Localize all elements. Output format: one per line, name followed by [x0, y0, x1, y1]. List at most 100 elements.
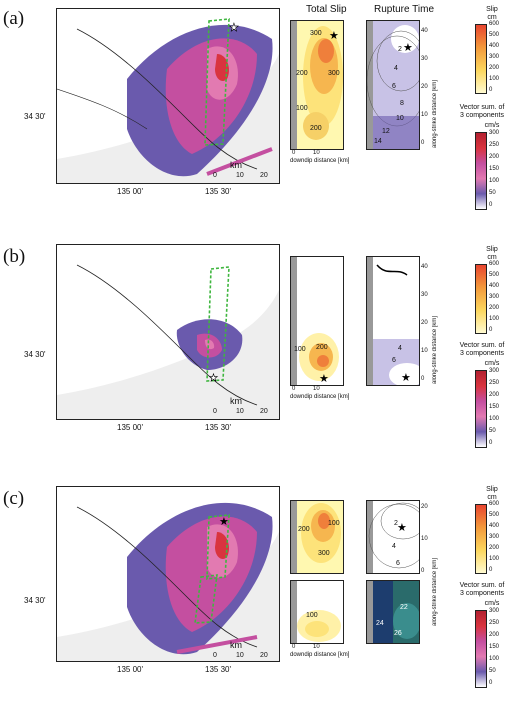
slip-colorbar-tick: 500	[489, 32, 500, 38]
slip-colorbar-tick: 400	[489, 523, 500, 529]
slip-colorbar-tick: 100	[489, 76, 500, 82]
y-tick: 40	[421, 28, 428, 34]
downdip-axis-label-a: downdip distance [km]	[290, 158, 350, 164]
slip-colorbar-tick: 0	[489, 87, 493, 93]
rupture-contour-label: 24	[376, 620, 384, 627]
panel-label-b: (b)	[3, 246, 26, 267]
scale-unit-c: km	[230, 640, 242, 650]
svg-text:★: ★	[209, 373, 218, 384]
slip-colorbar-tick: 300	[489, 534, 500, 540]
rupture-contour-label: 6	[396, 560, 400, 567]
vector-colorbar-tick: 150	[489, 644, 500, 650]
lon-label-c-right: 135 30'	[205, 665, 231, 674]
slip-contour-label: 200	[316, 344, 328, 351]
slip-colorbar-title: Slip	[486, 246, 498, 253]
slip-colorbar-tick: 400	[489, 43, 500, 49]
vector-colorbar-title: Vector sum. of 3 components	[459, 342, 505, 357]
vector-colorbar-tick: 0	[489, 202, 493, 208]
slip-colorbar-unit: cm	[487, 254, 497, 261]
total-slip-plot-a: ★	[290, 20, 344, 150]
vector-colorbar-tick: 150	[489, 166, 500, 172]
scale-unit-b: km	[230, 396, 242, 406]
scale-tick: 20	[260, 172, 268, 179]
vector-colorbar-tick: 300	[489, 130, 500, 136]
rupture-time-plot-b: ★	[366, 256, 420, 386]
slip-colorbar-tick: 100	[489, 556, 500, 562]
slip-colorbar-tick: 600	[489, 501, 500, 507]
vector-colorbar-unit: cm/s	[484, 122, 500, 129]
x-tick: 10	[313, 644, 320, 650]
scale-tick: 20	[260, 408, 268, 415]
rupture-contour-label: 4	[392, 543, 396, 550]
vector-colorbar-tick: 100	[489, 656, 500, 662]
vector-colorbar-tick: 300	[489, 368, 500, 374]
vector-colorbar	[475, 610, 487, 688]
rupture-contour-label: 6	[392, 83, 396, 90]
rupture-contour-label: 2	[394, 520, 398, 527]
intensity-map-b: ★	[56, 244, 280, 420]
slip-colorbar-tick: 100	[489, 316, 500, 322]
x-tick: 0	[292, 386, 296, 392]
lat-label-c: 34 30'	[24, 596, 46, 605]
svg-text:★: ★	[319, 373, 329, 385]
rupture-time-plot-c-lower	[366, 580, 420, 644]
y-tick: 10	[421, 112, 428, 118]
slip-colorbar-tick: 500	[489, 512, 500, 518]
panel-label-c: (c)	[3, 488, 25, 509]
y-tick: 0	[421, 568, 425, 574]
total-slip-header: Total Slip	[306, 4, 347, 15]
scale-unit-a: km	[230, 160, 242, 170]
slip-colorbar-title: Slip	[486, 6, 498, 13]
slip-colorbar-tick: 300	[489, 294, 500, 300]
downdip-axis-label-c: downdip distance [km]	[290, 652, 350, 658]
y-tick: 10	[421, 536, 428, 542]
slip-colorbar-unit: cm	[487, 14, 497, 21]
svg-text:★: ★	[403, 42, 413, 54]
slip-contour-label: 100	[296, 105, 308, 112]
svg-text:★: ★	[401, 372, 411, 384]
slip-colorbar-unit: cm	[487, 494, 497, 501]
svg-text:★: ★	[219, 516, 229, 528]
slip-colorbar	[475, 504, 487, 574]
y-tick: 20	[421, 504, 428, 510]
scale-tick: 10	[236, 408, 244, 415]
vector-colorbar	[475, 370, 487, 448]
lat-label-a: 34 30'	[24, 112, 46, 121]
scale-tick: 0	[213, 172, 217, 179]
scale-tick: 0	[213, 652, 217, 659]
lon-label-a-left: 135 00'	[117, 187, 143, 196]
lat-label-b: 34 30'	[24, 350, 46, 359]
vector-colorbar-unit: cm/s	[484, 600, 500, 607]
vector-colorbar-unit: cm/s	[484, 360, 500, 367]
along-strike-axis-label-c: along-strike distance [km]	[432, 557, 438, 626]
along-strike-axis-label-a: along-strike distance [km]	[432, 79, 438, 148]
rupture-contour-label: 22	[400, 604, 408, 611]
y-tick: 0	[421, 140, 425, 146]
slip-colorbar-tick: 600	[489, 21, 500, 27]
y-tick: 20	[421, 84, 428, 90]
vector-colorbar-tick: 250	[489, 380, 500, 386]
vector-colorbar-title: Vector sum. of 3 components	[459, 104, 505, 119]
y-tick: 20	[421, 320, 428, 326]
vector-colorbar-tick: 200	[489, 392, 500, 398]
vector-colorbar-tick: 200	[489, 632, 500, 638]
scale-tick: 10	[236, 172, 244, 179]
intensity-map-c: ★	[56, 486, 280, 662]
lon-label-a-right: 135 30'	[205, 187, 231, 196]
slip-colorbar-tick: 200	[489, 545, 500, 551]
x-tick: 10	[313, 386, 320, 392]
slip-colorbar-tick: 300	[489, 54, 500, 60]
intensity-map-a: ★	[56, 8, 280, 184]
rupture-contour-label: 6	[392, 357, 396, 364]
vector-colorbar-tick: 250	[489, 142, 500, 148]
total-slip-plot-c-upper	[290, 500, 344, 574]
y-tick: 40	[421, 264, 428, 270]
vector-colorbar-tick: 200	[489, 154, 500, 160]
rupture-time-header: Rupture Time	[374, 4, 435, 15]
svg-text:★: ★	[329, 30, 339, 42]
slip-colorbar-tick: 0	[489, 567, 493, 573]
x-tick: 0	[292, 644, 296, 650]
slip-contour-label: 200	[298, 526, 310, 533]
rupture-contour-label: 8	[400, 100, 404, 107]
slip-contour-label: 100	[328, 520, 340, 527]
